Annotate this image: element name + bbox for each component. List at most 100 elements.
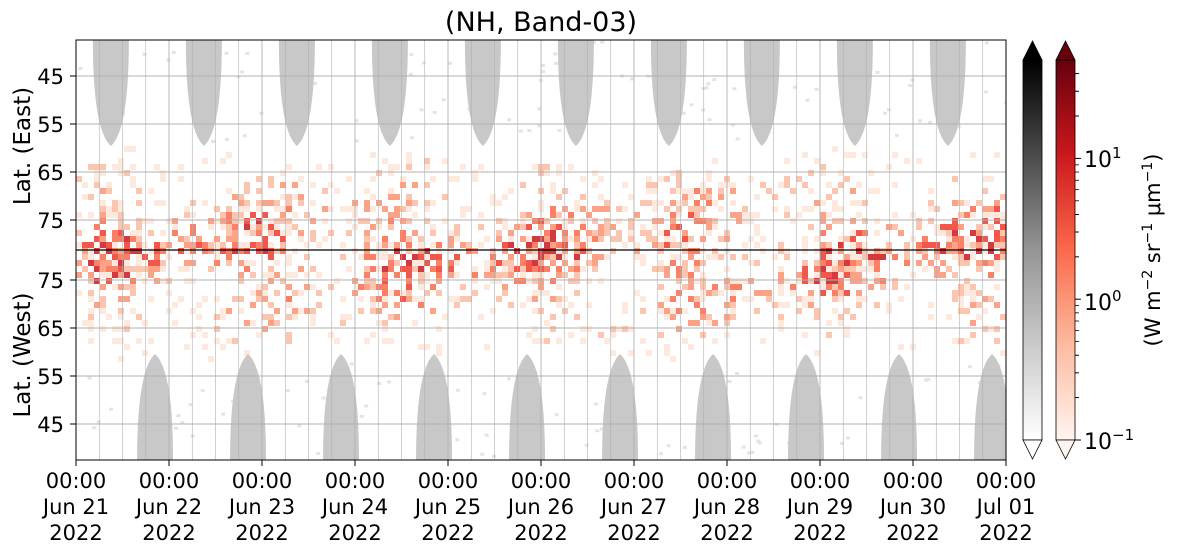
heatmap-cell <box>664 308 670 314</box>
heatmap-cell <box>838 290 844 296</box>
heatmap-cell-faint <box>630 77 635 81</box>
heatmap-cell <box>844 254 850 260</box>
heatmap-cell <box>574 278 580 284</box>
heatmap-cell <box>130 146 136 152</box>
heatmap-cell <box>970 302 976 308</box>
heatmap-cell <box>982 326 988 332</box>
heatmap-cell <box>184 278 190 284</box>
heatmap-cell <box>682 248 688 254</box>
heatmap-cell <box>652 242 658 248</box>
heatmap-cell <box>412 266 418 272</box>
heatmap-cell <box>316 272 322 278</box>
mask-region-east <box>371 40 408 146</box>
heatmap-cell <box>994 200 1000 206</box>
heatmap-cell <box>112 326 118 332</box>
heatmap-cell <box>886 164 892 170</box>
heatmap-cell <box>388 194 394 200</box>
heatmap-cell <box>784 206 790 212</box>
colorbar-reds-extend-min <box>1055 439 1076 460</box>
heatmap-cell <box>274 248 280 254</box>
heatmap-cell-faint <box>757 441 762 445</box>
heatmap-cell <box>664 230 670 236</box>
heatmap-cell <box>760 248 766 254</box>
heatmap-cell <box>460 212 466 218</box>
heatmap-cell <box>256 290 262 296</box>
heatmap-cell-faint <box>432 110 437 114</box>
heatmap-cell <box>520 272 526 278</box>
heatmap-cell <box>502 284 508 290</box>
heatmap-cell <box>760 338 766 344</box>
heatmap-cell <box>598 254 604 260</box>
heatmap-cell <box>268 200 274 206</box>
heatmap-cell <box>124 254 130 260</box>
heatmap-cell <box>88 254 94 260</box>
heatmap-cell <box>382 206 388 212</box>
heatmap-cell <box>532 236 538 242</box>
heatmap-cell <box>580 338 586 344</box>
heatmap-cell <box>130 230 136 236</box>
heatmap-cell <box>904 260 910 266</box>
heatmap-cell <box>610 236 616 242</box>
heatmap-cell <box>808 206 814 212</box>
heatmap-cell <box>640 200 646 206</box>
heatmap-cell <box>988 248 994 254</box>
heatmap-cell <box>526 212 532 218</box>
heatmap-cell <box>742 212 748 218</box>
heatmap-cell <box>310 230 316 236</box>
heatmap-cell <box>892 224 898 230</box>
heatmap-cell <box>658 218 664 224</box>
heatmap-cell <box>514 248 520 254</box>
heatmap-cell-faint <box>923 378 928 382</box>
heatmap-cell <box>484 344 490 350</box>
heatmap-cell <box>748 296 754 302</box>
heatmap-cell <box>730 182 736 188</box>
heatmap-cell <box>148 338 154 344</box>
heatmap-cell <box>124 320 130 326</box>
heatmap-cell <box>202 248 208 254</box>
heatmap-cell <box>562 206 568 212</box>
heatmap-cell <box>220 224 226 230</box>
mask-region-east <box>185 40 222 146</box>
heatmap-cell <box>118 158 124 164</box>
heatmap-cell <box>556 212 562 218</box>
heatmap-cell <box>676 242 682 248</box>
heatmap-cell <box>202 242 208 248</box>
heatmap-cell <box>814 308 820 314</box>
heatmap-cell <box>700 206 706 212</box>
x-tick-label: 2022 <box>421 521 474 545</box>
heatmap-cell <box>406 296 412 302</box>
heatmap-cell <box>436 248 442 254</box>
heatmap-cell <box>874 302 880 308</box>
heatmap-cell <box>592 254 598 260</box>
heatmap-cell <box>856 272 862 278</box>
heatmap-cell <box>574 236 580 242</box>
heatmap-cell <box>382 266 388 272</box>
heatmap-cell <box>586 212 592 218</box>
heatmap-cell <box>334 338 340 344</box>
heatmap-cell <box>634 212 640 218</box>
heatmap-cell <box>874 272 880 278</box>
heatmap-cell <box>496 260 502 266</box>
heatmap-cell <box>376 296 382 302</box>
heatmap-cell <box>850 188 856 194</box>
heatmap-cell <box>1000 230 1006 236</box>
heatmap-cell <box>784 278 790 284</box>
heatmap-cell <box>142 242 148 248</box>
heatmap-cell <box>490 308 496 314</box>
heatmap-cell <box>130 176 136 182</box>
heatmap-cell <box>226 254 232 260</box>
heatmap-cell <box>118 230 124 236</box>
heatmap-cell <box>952 296 958 302</box>
heatmap-cell <box>532 296 538 302</box>
heatmap-cell-faint <box>600 40 605 44</box>
heatmap-cell <box>250 302 256 308</box>
heatmap-cell <box>118 296 124 302</box>
heatmap-cell-faint <box>166 58 171 62</box>
heatmap-cell <box>628 350 634 356</box>
heatmap-cell <box>772 254 778 260</box>
heatmap-cell <box>88 242 94 248</box>
heatmap-cell <box>700 284 706 290</box>
heatmap-cell <box>382 278 388 284</box>
heatmap-cell <box>88 260 94 266</box>
heatmap-cell <box>790 188 796 194</box>
